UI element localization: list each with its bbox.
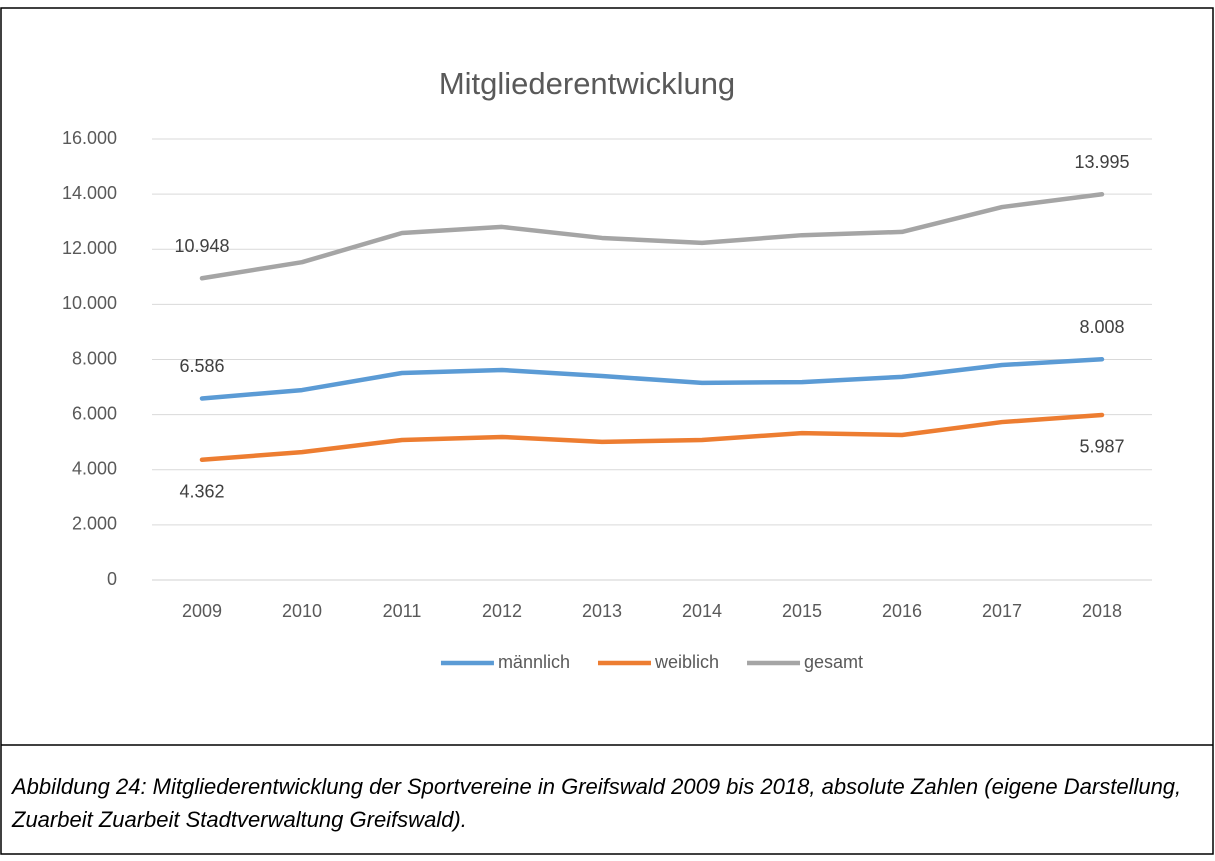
y-tick-label: 16.000 [62,128,117,148]
data-label: 8.008 [1079,317,1124,337]
series-line [199,192,1105,281]
x-tick-label: 2012 [482,601,522,621]
y-tick-label: 12.000 [62,238,117,258]
y-tick-label: 4.000 [72,459,117,479]
x-tick-label: 2015 [782,601,822,621]
chart-title: Mitgliederentwicklung [439,66,735,101]
series-line [199,412,1105,463]
caption: Abbildung 24: Mitgliederentwicklung der … [12,774,1182,832]
legend-label: gesamt [804,652,863,672]
x-tick-label: 2014 [682,601,722,621]
data-label: 13.995 [1074,152,1129,172]
x-tick-label: 2009 [182,601,222,621]
data-label: 4.362 [179,482,224,502]
legend-label: männlich [498,652,570,672]
y-tick-label: 8.000 [72,348,117,368]
series-line [199,357,1105,401]
y-tick-label: 2.000 [72,514,117,534]
frame-border [0,7,1214,855]
data-label: 6.586 [179,356,224,376]
y-tick-label: 6.000 [72,403,117,423]
y-tick-label: 0 [107,569,117,589]
x-tick-label: 2013 [582,601,622,621]
x-tick-label: 2011 [383,601,422,621]
x-tick-label: 2010 [282,601,322,621]
x-tick-label: 2018 [1082,601,1122,621]
data-label: 10.948 [174,236,229,256]
x-tick-label: 2017 [982,601,1022,621]
legend-label: weiblich [654,652,719,672]
x-tick-label: 2016 [882,601,922,621]
data-label: 5.987 [1079,437,1124,457]
y-tick-label: 14.000 [62,183,117,203]
y-tick-label: 10.000 [62,293,117,313]
